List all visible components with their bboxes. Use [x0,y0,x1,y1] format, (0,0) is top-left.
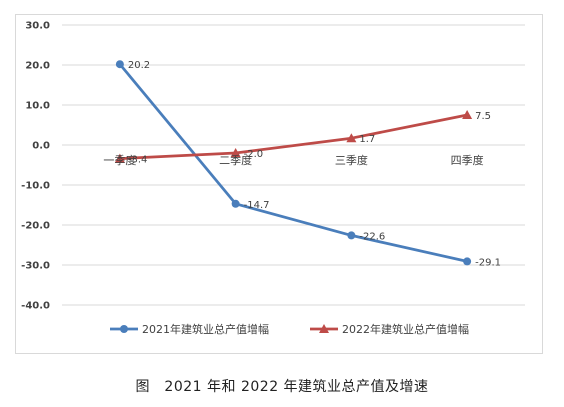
data-label: -22.6 [359,231,385,242]
series-line [119,113,468,160]
y-tick-label: -20.0 [21,221,50,232]
legend: 2021年建筑业总产值增幅 2022年建筑业总产值增幅 [110,322,469,336]
y-tick-label: -30.0 [21,261,50,272]
series-markers [114,60,473,266]
data-point [346,133,357,143]
y-axis-ticks: 30.0 20.0 10.0 0.0 -10.0 -20.0 -30.0 -40.0 [21,21,50,312]
data-label: -14.7 [244,200,270,211]
y-tick-label: 0.0 [32,141,50,152]
figure-caption: 图 2021 年和 2022 年建筑业总产值及增速 [135,379,429,395]
legend-label: 2022年建筑业总产值增幅 [342,322,469,336]
y-tick-label: 30.0 [25,21,50,32]
category-label: 二季度 [219,153,252,167]
data-point [463,257,472,266]
data-point [115,60,124,69]
data-label: -2.0 [244,149,264,160]
data-label: -3.4 [128,155,148,166]
category-labels: 一季度 二季度 三季度 四季度 [103,153,483,167]
series-lines [118,63,468,263]
grid-lines [62,24,525,306]
data-point [231,199,240,208]
line-chart: 30.0 20.0 10.0 0.0 -10.0 -20.0 -30.0 -40.0 一季度 二… [21,21,525,336]
data-label: -29.1 [475,257,501,268]
category-label: 一季度 [103,153,136,167]
data-label: 1.7 [359,134,375,145]
y-tick-label: -10.0 [21,181,50,192]
y-tick-label: -40.0 [21,301,50,312]
category-label: 三季度 [335,153,368,167]
legend-swatch-marker [319,324,329,333]
y-tick-label: 20.0 [25,61,50,72]
data-point [462,110,473,119]
data-point [114,153,125,163]
data-point [347,231,356,240]
legend-label: 2021年建筑业总产值增幅 [142,322,269,336]
legend-swatch-marker [120,325,128,333]
y-tick-label: 10.0 [25,101,50,112]
category-label: 四季度 [451,153,484,167]
data-label: 7.5 [475,111,491,122]
series-line [118,63,468,263]
data-label: 20.2 [128,60,150,71]
data-labels: 20.2 -14.7 -22.6 -29.1 -3.4 -2.0 1.7 7.5 [128,60,501,268]
chart-frame [15,14,543,354]
data-point [230,148,241,157]
